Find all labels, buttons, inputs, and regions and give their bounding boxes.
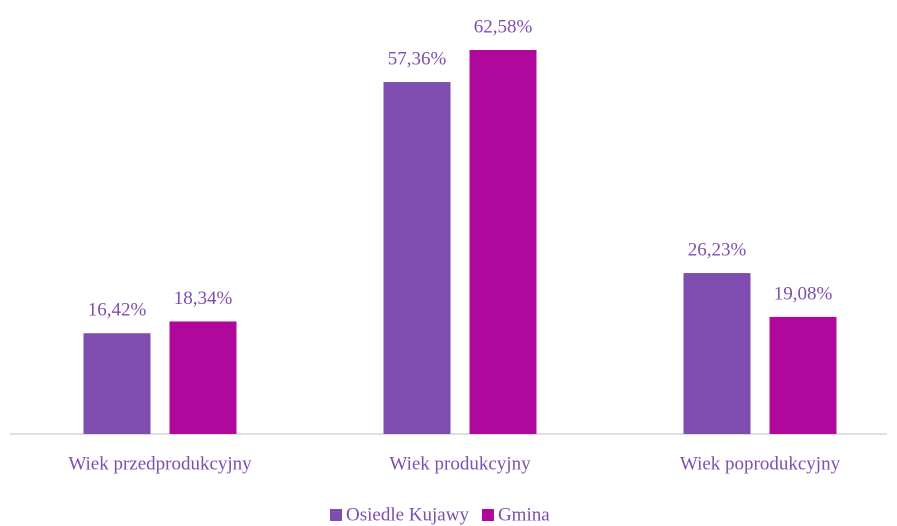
bar	[683, 273, 751, 434]
legend-swatch	[330, 509, 342, 521]
legend-label: Gmina	[498, 504, 550, 525]
legend-label: Osiedle Kujawy	[346, 504, 469, 525]
legend-swatch	[481, 509, 494, 521]
x-tick-label: Wiek przedprodukcyjny	[68, 453, 252, 474]
x-tick-label: Wiek poprodukcyjny	[680, 453, 841, 474]
value-label: 62,58%	[474, 16, 533, 37]
bar	[383, 82, 451, 435]
x-tick-label: Wiek produkcyjny	[389, 453, 531, 474]
value-label: 57,36%	[388, 48, 447, 69]
value-label: 16,42%	[88, 300, 147, 321]
value-label: 26,23%	[688, 239, 747, 260]
bar	[169, 321, 237, 434]
bar	[83, 333, 151, 434]
bar	[769, 316, 837, 434]
bar	[469, 50, 537, 434]
value-label: 18,34%	[174, 288, 233, 309]
value-label: 19,08%	[774, 283, 833, 304]
